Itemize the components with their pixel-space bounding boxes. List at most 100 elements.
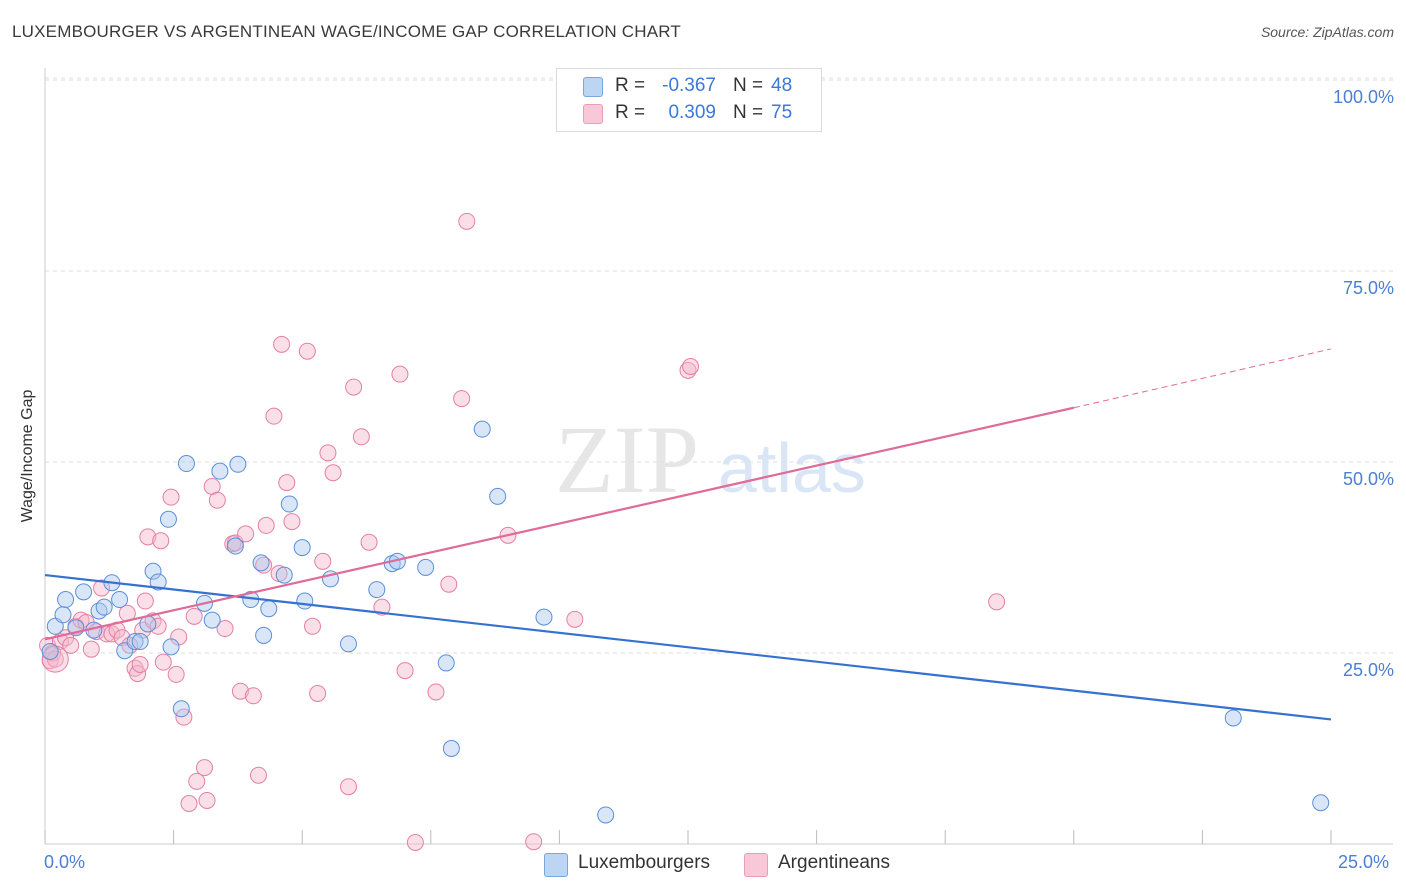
luxembourger-point xyxy=(229,455,247,473)
argentinean-point xyxy=(216,620,234,638)
watermark-atlas: atlas xyxy=(718,429,866,507)
luxembourger-point xyxy=(95,598,113,616)
argentinean-point xyxy=(273,335,291,353)
argentinean-point xyxy=(167,665,185,683)
legend-label: Argentineans xyxy=(778,852,890,873)
luxembourgers-trend-line xyxy=(44,573,1332,721)
pink-swatch xyxy=(583,104,603,124)
luxembourger-point xyxy=(1224,709,1242,727)
watermark-zip: ZIP xyxy=(555,406,699,513)
correlation-legend: R = -0.367 N = 48 R = 0.309 N = 75 xyxy=(556,68,822,132)
luxembourger-point xyxy=(144,562,162,580)
chart-title: LUXEMBOURGER VS ARGENTINEAN WAGE/INCOME … xyxy=(12,22,682,41)
luxembourger-point xyxy=(75,583,93,601)
luxembourger-point xyxy=(417,558,435,576)
argentinean-point xyxy=(406,833,424,851)
argentinean-point xyxy=(152,532,170,550)
argentinean-point xyxy=(195,759,213,777)
luxembourger-point xyxy=(211,462,229,480)
y-tick-label: 100.0% xyxy=(1332,87,1394,107)
n-value: 75 xyxy=(771,102,793,123)
argentinean-point xyxy=(188,772,206,790)
argentinean-point xyxy=(988,593,1006,611)
argentinean-point xyxy=(453,390,471,408)
argentinean-point xyxy=(255,556,273,574)
argentinean-point xyxy=(283,513,301,531)
luxembourger-point xyxy=(260,600,278,618)
luxembourger-point xyxy=(111,591,129,609)
argentinean-point xyxy=(360,533,378,551)
argentinean-point xyxy=(154,653,172,671)
luxembourger-point xyxy=(149,573,167,591)
argentinean-point xyxy=(345,378,363,396)
blue-swatch xyxy=(544,853,568,877)
r-label: R = xyxy=(615,75,646,96)
argentinean-point xyxy=(93,579,111,597)
y-tick-label: 75.0% xyxy=(1342,278,1394,298)
watermark: ZIP atlas xyxy=(555,406,866,513)
luxembourger-point xyxy=(57,591,75,609)
luxembourger-point xyxy=(131,633,149,651)
argentinean-point xyxy=(309,684,327,702)
argentinean-point xyxy=(162,488,180,506)
luxembourger-point xyxy=(280,495,298,513)
luxembourger-point xyxy=(162,638,180,656)
argentinean-point xyxy=(303,617,321,635)
argentinean-point xyxy=(82,640,100,658)
luxembourger-point xyxy=(177,455,195,473)
argentinean-point xyxy=(314,552,332,570)
luxembourger-point xyxy=(159,510,177,528)
argentinean-point xyxy=(298,342,316,360)
argentineans-trend-extension xyxy=(1073,348,1332,409)
argentinean-point xyxy=(257,516,275,534)
argentinean-point xyxy=(131,655,149,673)
argentinean-point xyxy=(62,636,80,654)
luxembourger-point xyxy=(296,592,314,610)
n-label: N = xyxy=(733,102,764,123)
trend-lines xyxy=(44,348,1332,721)
argentinean-point xyxy=(231,682,249,700)
argentinean-point xyxy=(265,407,283,425)
luxembourger-point xyxy=(597,806,615,824)
axes xyxy=(44,68,1393,845)
luxembourger-point xyxy=(1312,794,1330,812)
n-label: N = xyxy=(733,75,764,96)
argentinean-point xyxy=(427,683,445,701)
argentinean-point xyxy=(525,833,543,851)
luxembourgers-points xyxy=(41,420,1330,824)
pink-swatch xyxy=(744,853,768,877)
luxembourger-point xyxy=(473,420,491,438)
luxembourger-point xyxy=(535,608,553,626)
argentinean-point xyxy=(139,528,157,546)
luxembourger-point xyxy=(203,611,221,629)
luxembourger-point xyxy=(54,606,72,624)
source-label: Source: ZipAtlas.com xyxy=(1260,24,1394,40)
argentinean-point xyxy=(352,428,370,446)
r-value: -0.367 xyxy=(662,75,716,96)
n-value: 48 xyxy=(771,75,793,96)
luxembourger-point xyxy=(226,537,244,555)
luxembourger-point xyxy=(489,487,507,505)
argentinean-point xyxy=(566,610,584,628)
luxembourger-point xyxy=(293,539,311,557)
argentinean-point xyxy=(391,365,409,383)
luxembourger-point xyxy=(252,554,270,572)
argentinean-point xyxy=(185,607,203,625)
argentinean-point xyxy=(278,474,296,492)
y-axis-label: Wage/Income Gap xyxy=(19,389,36,523)
y-tick-label: 25.0% xyxy=(1342,660,1394,680)
blue-swatch xyxy=(583,77,603,97)
luxembourger-point xyxy=(172,700,190,718)
luxembourger-point xyxy=(442,740,460,757)
luxembourger-point xyxy=(275,566,293,584)
argentinean-point xyxy=(208,491,226,509)
luxembourger-point xyxy=(368,581,386,599)
x-tick-label: 25.0% xyxy=(1338,852,1390,872)
argentinean-point xyxy=(440,575,458,593)
argentinean-point xyxy=(198,791,216,809)
argentineans-trend-line xyxy=(44,406,1075,641)
argentinean-point xyxy=(373,598,391,616)
luxembourger-point xyxy=(126,633,144,651)
x-tick-label: 0.0% xyxy=(44,852,86,872)
